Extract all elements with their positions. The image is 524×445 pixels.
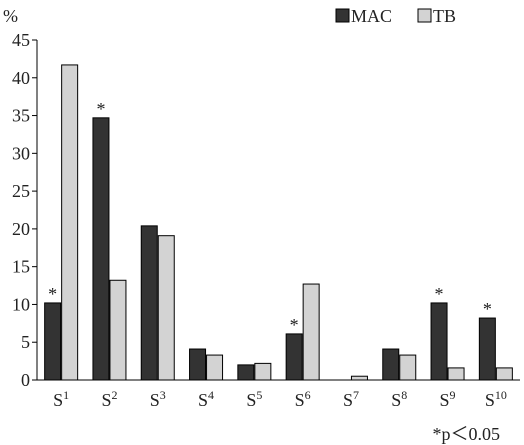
y-tick-label: 35 bbox=[12, 106, 30, 126]
y-tick-label: 20 bbox=[12, 219, 30, 239]
significance-marker: * bbox=[483, 299, 492, 319]
y-tick-label: 25 bbox=[12, 181, 30, 201]
x-tick-label: S3 bbox=[150, 388, 166, 410]
x-tick-label-base: S bbox=[343, 390, 353, 410]
bars bbox=[44, 64, 513, 381]
footnote: *p＜0.05 bbox=[433, 424, 501, 444]
legend-label-tb: TB bbox=[433, 6, 456, 26]
y-tick-label: 15 bbox=[12, 257, 30, 277]
x-tick-label: S6 bbox=[295, 388, 311, 410]
labels: *S1*S2 S3 S4 S5*S6 S7 S8*S9*S10*p＜0.05 bbox=[48, 99, 507, 444]
y-tick-label: 30 bbox=[12, 143, 30, 163]
bar-tb bbox=[302, 283, 320, 381]
bar-tb bbox=[109, 279, 127, 381]
x-tick-label: S10 bbox=[485, 388, 507, 410]
bar-mac bbox=[92, 117, 110, 381]
legend-swatch-mac bbox=[335, 8, 350, 23]
x-tick-label-sup: 5 bbox=[256, 388, 262, 402]
bar-mac bbox=[478, 317, 496, 381]
x-tick-label-base: S bbox=[150, 390, 160, 410]
x-tick-label-sup: 2 bbox=[111, 388, 117, 402]
bar-tb bbox=[399, 354, 417, 381]
significance-marker: * bbox=[290, 315, 299, 335]
bar-mac bbox=[140, 225, 158, 381]
x-tick-label-sup: 4 bbox=[208, 388, 214, 402]
x-tick-label-base: S bbox=[101, 390, 111, 410]
x-tick-label-sup: 3 bbox=[160, 388, 166, 402]
legend-label-mac: MAC bbox=[351, 6, 392, 26]
bar-mac bbox=[285, 333, 303, 381]
x-tick-label: S8 bbox=[391, 388, 407, 410]
x-tick-label-sup: 1 bbox=[63, 388, 69, 402]
bar-tb bbox=[495, 367, 513, 381]
x-tick-label: S5 bbox=[246, 388, 262, 410]
x-tick-label: S7 bbox=[343, 388, 359, 410]
bar-tb bbox=[206, 354, 224, 381]
y-tick-label: 10 bbox=[12, 294, 30, 314]
legend-swatch-tb bbox=[417, 8, 432, 23]
bar-mac bbox=[430, 302, 448, 381]
x-tick-label-base: S bbox=[246, 390, 256, 410]
x-tick-label-sup: 6 bbox=[305, 388, 311, 402]
axes: 0 5 10 15 20 25 30 35 40 45% bbox=[3, 6, 520, 390]
x-tick-label-sup: 8 bbox=[401, 388, 407, 402]
x-tick-label: S9 bbox=[440, 388, 456, 410]
significance-marker: * bbox=[96, 99, 105, 119]
bar-mac bbox=[382, 348, 400, 381]
bar-tb bbox=[350, 375, 368, 381]
x-tick-label-base: S bbox=[440, 390, 450, 410]
bar-mac bbox=[189, 348, 207, 381]
x-tick-label-base: S bbox=[485, 390, 495, 410]
x-tick-label-sup: 7 bbox=[353, 388, 359, 402]
y-tick-label: 5 bbox=[21, 332, 30, 352]
significance-marker: * bbox=[48, 284, 57, 304]
x-tick-label-base: S bbox=[295, 390, 305, 410]
significance-marker: * bbox=[435, 284, 444, 304]
bar-tb bbox=[447, 367, 465, 381]
y-tick-label: 0 bbox=[21, 370, 30, 390]
bar-mac bbox=[237, 364, 255, 381]
bar-tb bbox=[61, 64, 79, 381]
x-tick-label-sup: 9 bbox=[450, 388, 456, 402]
bar-tb bbox=[254, 362, 272, 381]
x-tick-label-base: S bbox=[53, 390, 63, 410]
x-tick-label-base: S bbox=[198, 390, 208, 410]
y-tick-label: 40 bbox=[12, 68, 30, 88]
bar-mac bbox=[44, 302, 62, 381]
y-tick-label: 45 bbox=[12, 30, 30, 50]
bar-tb bbox=[157, 235, 175, 381]
x-tick-label: S2 bbox=[101, 388, 117, 410]
y-axis-label: % bbox=[3, 6, 18, 26]
x-tick-label-sup: 10 bbox=[495, 388, 507, 402]
x-tick-label: S1 bbox=[53, 388, 69, 410]
x-tick-label-base: S bbox=[391, 390, 401, 410]
x-tick-label: S4 bbox=[198, 388, 214, 410]
legend: MAC TB bbox=[335, 6, 456, 26]
